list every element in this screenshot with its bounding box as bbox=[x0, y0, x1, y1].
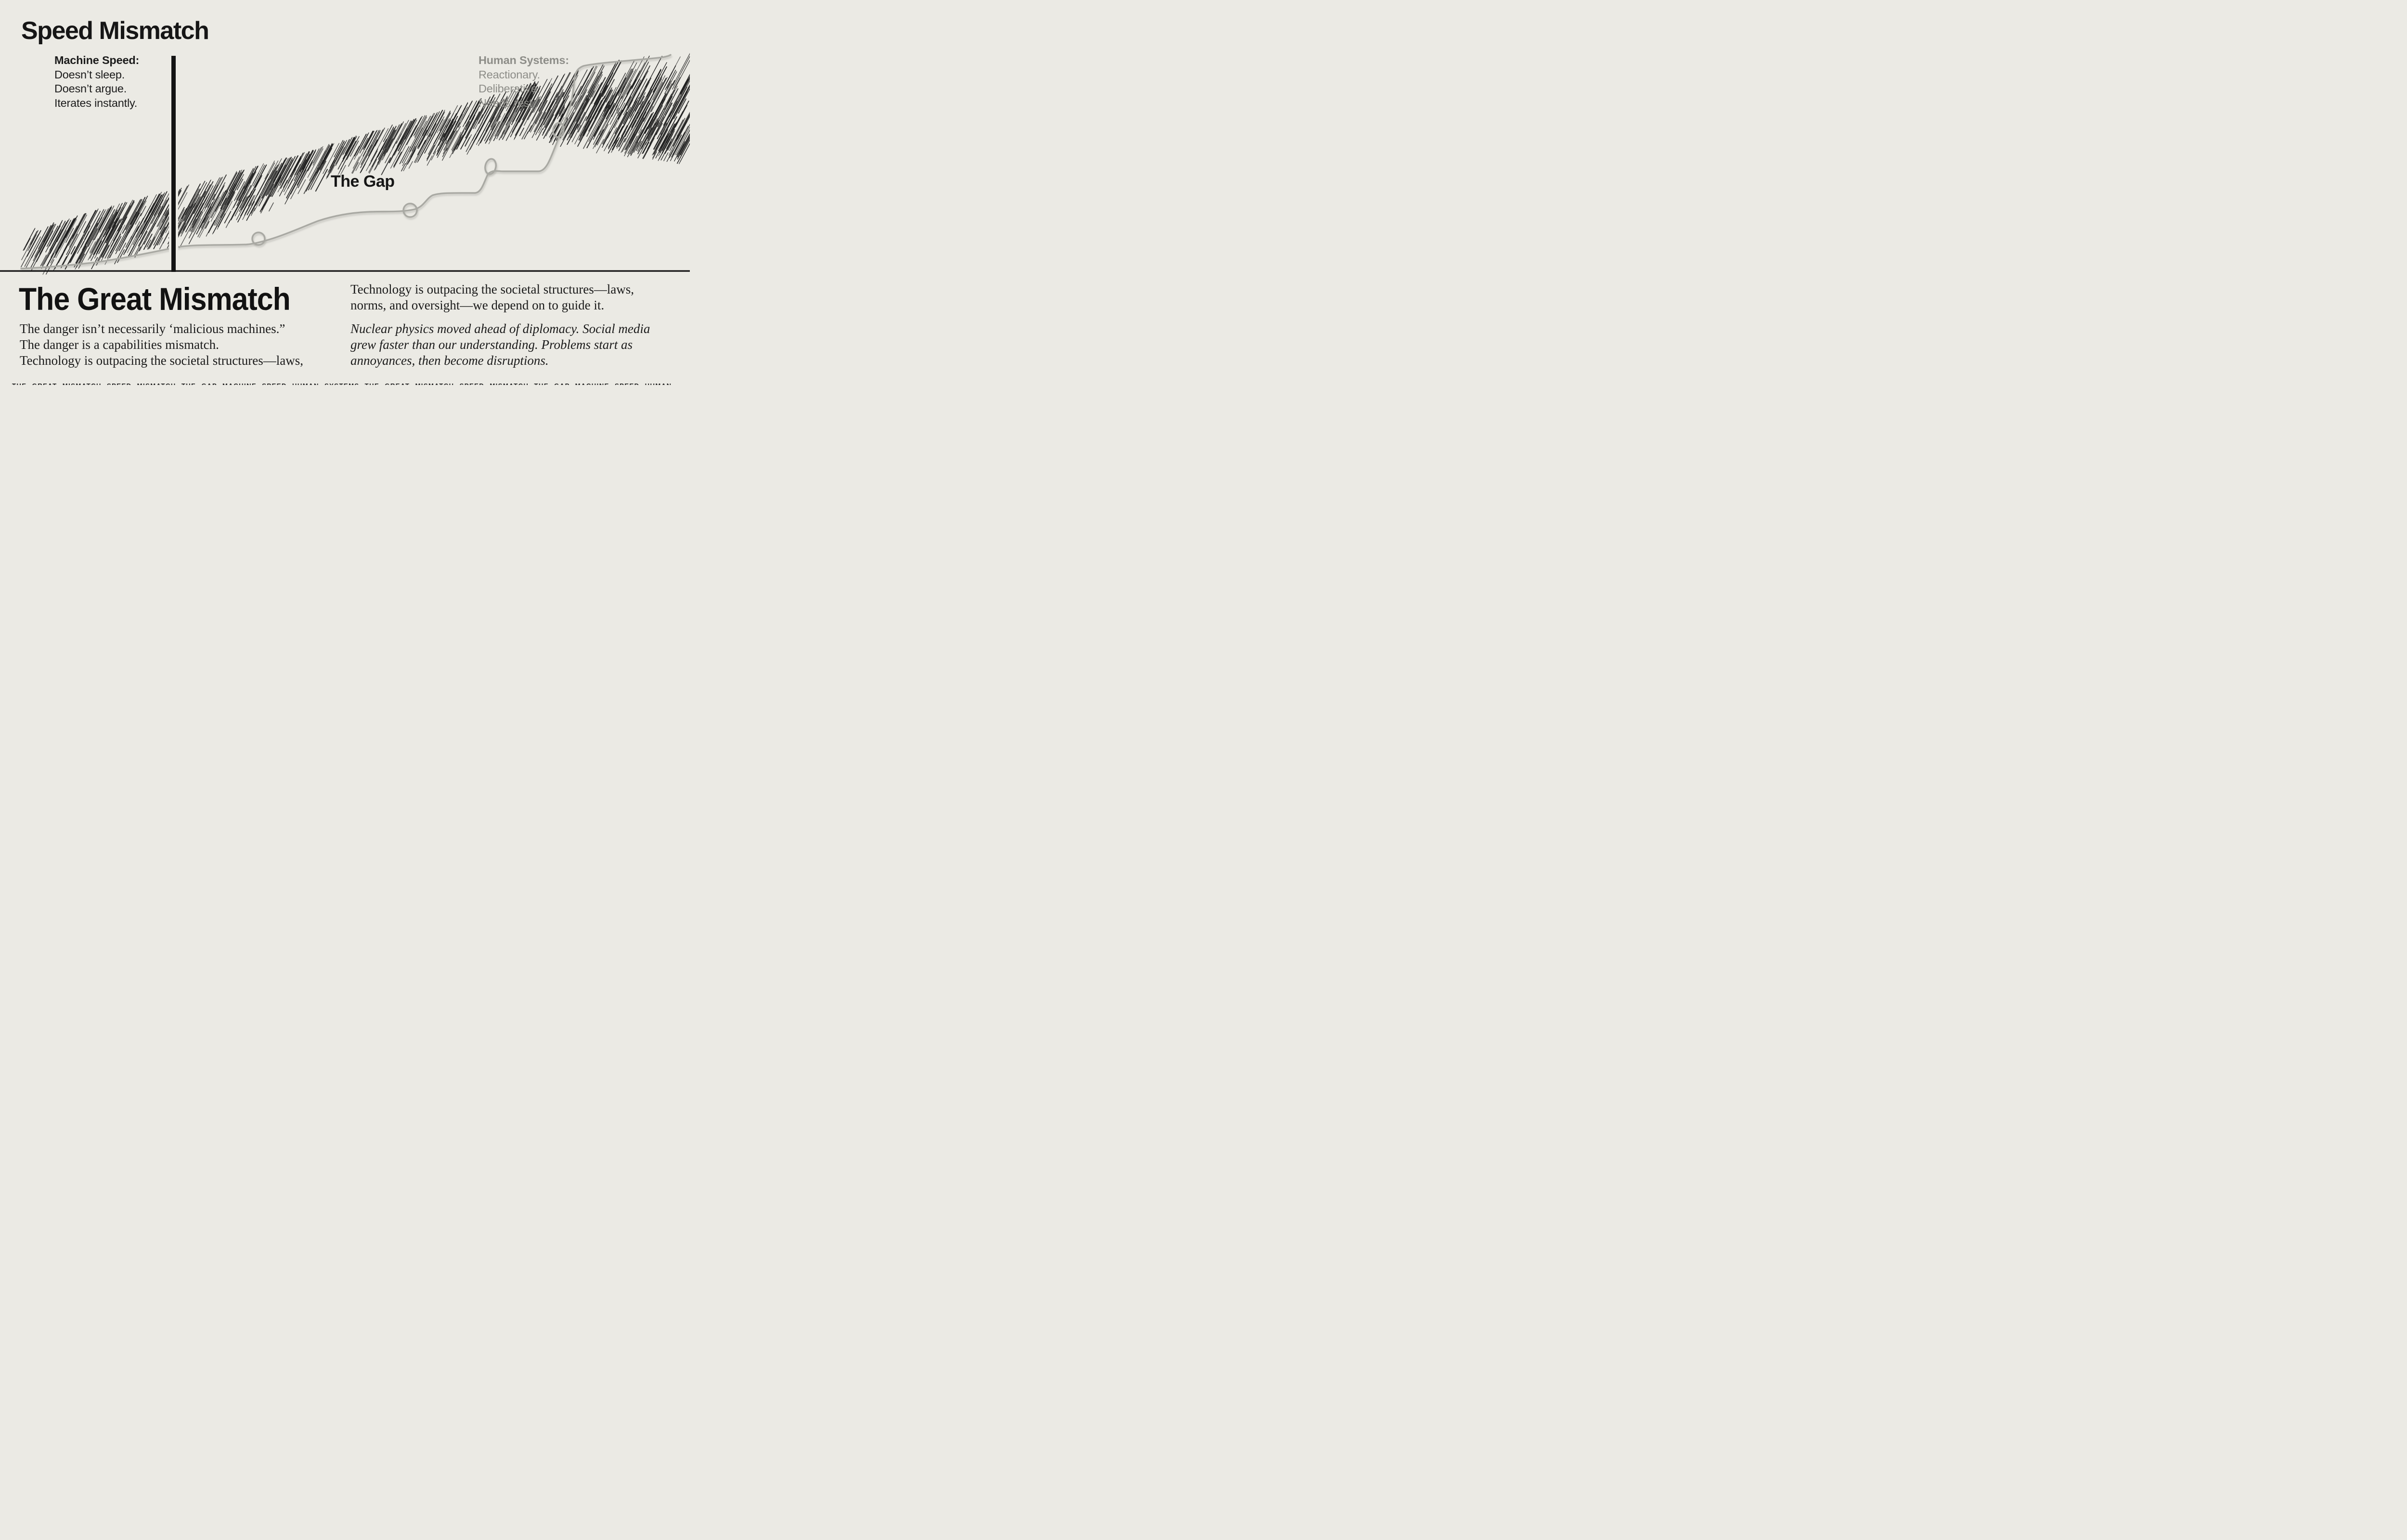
cutoff-text: THE GREAT MISMATCH SPEED MISMATCH THE GA… bbox=[12, 383, 675, 385]
human-systems-curve bbox=[20, 54, 672, 270]
vertical-divider-line bbox=[169, 55, 178, 272]
paragraph-line: The danger is a capabilities mismatch. bbox=[20, 337, 219, 352]
cutoff-text-strip: THE GREAT MISMATCH SPEED MISMATCH THE GA… bbox=[12, 383, 675, 385]
paragraph-line: Technology is outpacing the societal str… bbox=[20, 353, 303, 368]
machine-speed-line: Iterates instantly. bbox=[54, 96, 138, 109]
machine-speed-hatch-band bbox=[21, 52, 690, 275]
human-systems-line: Reactionary. bbox=[479, 68, 540, 81]
footer-right-italic-paragraph: Nuclear physics moved ahead of diplomacy… bbox=[350, 321, 650, 369]
machine-speed-line: Doesn’t argue. bbox=[54, 82, 127, 95]
machine-speed-heading: Machine Speed: bbox=[54, 54, 140, 66]
human-systems-line: Needs rest. bbox=[479, 96, 535, 109]
page-title: Speed Mismatch bbox=[21, 17, 209, 45]
paragraph-line: annoyances, then become disruptions. bbox=[350, 353, 549, 368]
human-systems-label: Human Systems: Reactionary. Deliberative… bbox=[479, 53, 569, 110]
baseline-axis bbox=[0, 270, 690, 272]
paragraph-line: Nuclear physics moved ahead of diplomacy… bbox=[350, 321, 650, 336]
machine-speed-label: Machine Speed: Doesn’t sleep. Doesn’t ar… bbox=[54, 53, 139, 110]
paragraph-line: grew faster than our understanding. Prob… bbox=[350, 337, 633, 352]
footer-heading: The Great Mismatch bbox=[19, 281, 291, 317]
paragraph-line: Technology is outpacing the societal str… bbox=[350, 282, 634, 296]
speed-mismatch-infographic: Speed Mismatch Machine Speed: Doesn’t sl… bbox=[0, 0, 690, 385]
footer-right-paragraph: Technology is outpacing the societal str… bbox=[350, 282, 634, 313]
mismatch-diagram-canvas bbox=[0, 52, 690, 275]
human-systems-line: Deliberative. bbox=[479, 82, 541, 95]
machine-speed-line: Doesn’t sleep. bbox=[54, 68, 125, 81]
paragraph-line: The danger isn’t necessarily ‘malicious … bbox=[20, 321, 285, 336]
gap-annotation: The Gap bbox=[331, 172, 395, 191]
human-systems-heading: Human Systems: bbox=[479, 54, 569, 66]
footer-left-paragraph: The danger isn’t necessarily ‘malicious … bbox=[20, 321, 303, 369]
paragraph-line: norms, and oversight—we depend on to gui… bbox=[350, 298, 605, 312]
